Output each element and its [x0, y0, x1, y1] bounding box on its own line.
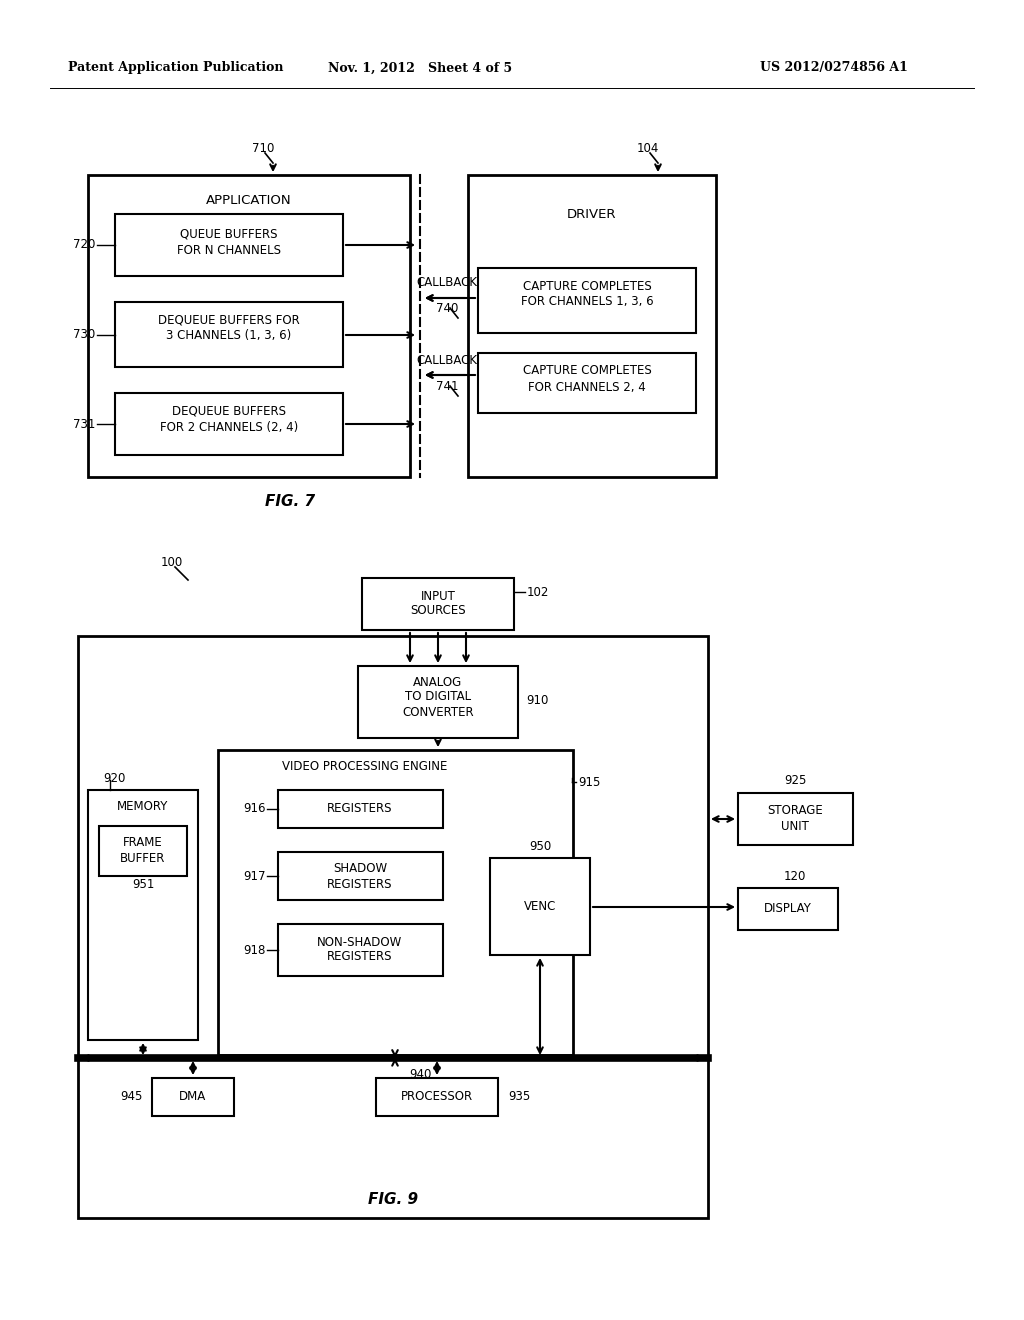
Text: 935: 935: [508, 1090, 530, 1104]
Text: 710: 710: [252, 141, 274, 154]
Bar: [115, 214, 343, 276]
Text: US 2012/0274856 A1: US 2012/0274856 A1: [760, 62, 908, 74]
Text: INPUT: INPUT: [421, 590, 456, 602]
Text: 3 CHANNELS (1, 3, 6): 3 CHANNELS (1, 3, 6): [166, 330, 292, 342]
Bar: [358, 667, 518, 738]
Bar: [738, 793, 853, 845]
Text: ANALOG: ANALOG: [414, 676, 463, 689]
Text: REGISTERS: REGISTERS: [328, 878, 393, 891]
Text: NON-SHADOW: NON-SHADOW: [317, 936, 402, 949]
Text: CAPTURE COMPLETES: CAPTURE COMPLETES: [522, 364, 651, 378]
Text: SOURCES: SOURCES: [411, 605, 466, 618]
Text: VENC: VENC: [524, 900, 556, 913]
Text: 741: 741: [436, 380, 459, 392]
Text: DEQUEUE BUFFERS FOR: DEQUEUE BUFFERS FOR: [158, 314, 300, 326]
Text: 740: 740: [436, 301, 458, 314]
Text: 102: 102: [527, 586, 549, 598]
Text: QUEUE BUFFERS: QUEUE BUFFERS: [180, 227, 278, 240]
Text: BUFFER: BUFFER: [120, 851, 166, 865]
Text: CONVERTER: CONVERTER: [402, 705, 474, 718]
Text: 918: 918: [244, 944, 266, 957]
Bar: [478, 352, 696, 413]
Text: Patent Application Publication: Patent Application Publication: [68, 62, 284, 74]
Text: FOR CHANNELS 2, 4: FOR CHANNELS 2, 4: [528, 380, 646, 393]
Text: FOR N CHANNELS: FOR N CHANNELS: [177, 243, 281, 256]
Bar: [362, 578, 514, 630]
Text: 915: 915: [578, 776, 600, 788]
Bar: [468, 176, 716, 477]
Text: FIG. 9: FIG. 9: [368, 1192, 418, 1208]
Bar: [376, 1078, 498, 1115]
Text: 120: 120: [783, 870, 806, 883]
Text: FOR 2 CHANNELS (2, 4): FOR 2 CHANNELS (2, 4): [160, 421, 298, 433]
Text: APPLICATION: APPLICATION: [206, 194, 292, 206]
Text: DMA: DMA: [179, 1090, 207, 1104]
Text: 920: 920: [103, 771, 125, 784]
Text: 940: 940: [409, 1068, 431, 1081]
Bar: [278, 924, 443, 975]
Bar: [115, 302, 343, 367]
Bar: [99, 826, 187, 876]
Bar: [278, 851, 443, 900]
Text: CAPTURE COMPLETES: CAPTURE COMPLETES: [522, 280, 651, 293]
Text: 100: 100: [161, 556, 183, 569]
Bar: [478, 268, 696, 333]
Text: 925: 925: [783, 774, 806, 787]
Bar: [490, 858, 590, 954]
Text: FIG. 7: FIG. 7: [265, 495, 315, 510]
Bar: [115, 393, 343, 455]
Text: CALLBACK: CALLBACK: [417, 276, 477, 289]
Text: CALLBACK: CALLBACK: [417, 354, 477, 367]
Bar: [218, 750, 573, 1055]
Text: 104: 104: [637, 141, 659, 154]
Text: 950: 950: [528, 840, 551, 853]
Text: TO DIGITAL: TO DIGITAL: [404, 690, 471, 704]
Text: REGISTERS: REGISTERS: [328, 950, 393, 964]
Text: PROCESSOR: PROCESSOR: [401, 1090, 473, 1104]
Text: UNIT: UNIT: [781, 820, 809, 833]
Text: 910: 910: [526, 693, 549, 706]
Text: Nov. 1, 2012   Sheet 4 of 5: Nov. 1, 2012 Sheet 4 of 5: [328, 62, 512, 74]
Text: 951: 951: [132, 879, 155, 891]
Text: STORAGE: STORAGE: [767, 804, 823, 817]
Text: FRAME: FRAME: [123, 837, 163, 850]
Text: DEQUEUE BUFFERS: DEQUEUE BUFFERS: [172, 404, 286, 417]
Text: SHADOW: SHADOW: [333, 862, 387, 875]
Bar: [152, 1078, 234, 1115]
Text: FOR CHANNELS 1, 3, 6: FOR CHANNELS 1, 3, 6: [520, 296, 653, 309]
Text: 730: 730: [73, 329, 95, 342]
Text: DRIVER: DRIVER: [567, 209, 616, 222]
Text: 916: 916: [244, 803, 266, 816]
Bar: [88, 789, 198, 1040]
Text: VIDEO PROCESSING ENGINE: VIDEO PROCESSING ENGINE: [283, 760, 447, 774]
Text: 720: 720: [73, 239, 95, 252]
Text: MEMORY: MEMORY: [118, 800, 169, 813]
Text: DISPLAY: DISPLAY: [764, 903, 812, 916]
Bar: [78, 636, 708, 1218]
Text: 917: 917: [244, 870, 266, 883]
Text: 731: 731: [73, 417, 95, 430]
Bar: [738, 888, 838, 931]
Bar: [88, 176, 410, 477]
Text: REGISTERS: REGISTERS: [328, 803, 393, 816]
Text: 945: 945: [121, 1090, 143, 1104]
Bar: [278, 789, 443, 828]
